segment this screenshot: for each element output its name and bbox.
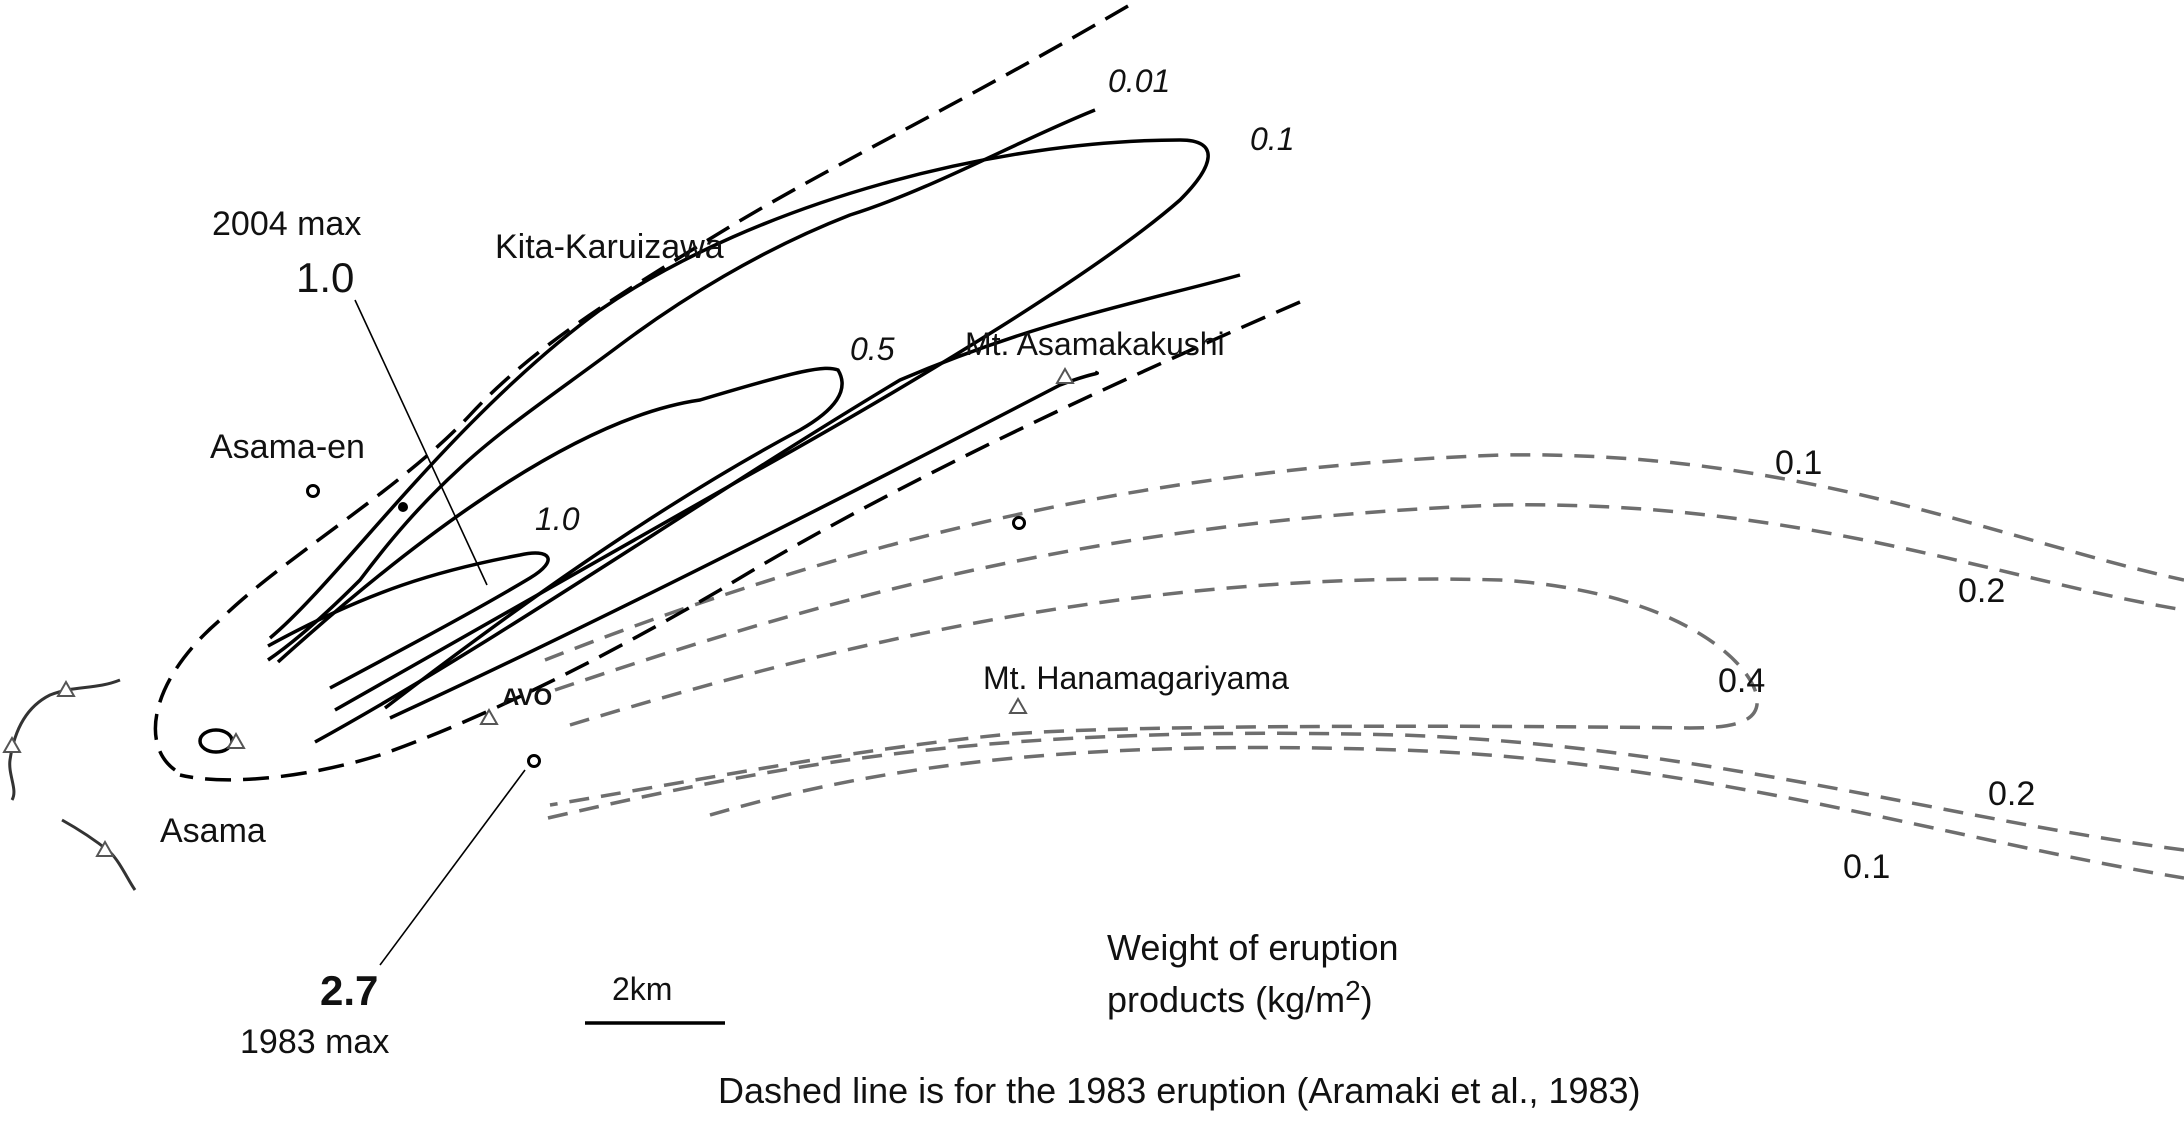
contours-2004 — [153, 4, 1301, 782]
peak-markers — [2, 366, 1075, 857]
contour-1983-label-0.2-lower: 0.2 — [1988, 775, 2035, 813]
max-1983-leader-line — [379, 769, 526, 966]
mt-hanamagariyama-peak-icon — [1008, 696, 1028, 714]
contour-2004-0.01 — [267, 108, 1096, 662]
max-1983-value: 2.7 — [320, 967, 378, 1014]
asama-peak-icon — [226, 731, 246, 749]
contour-1983-label-0.1-upper: 0.1 — [1775, 444, 1822, 482]
contour-2004-lower-1 — [314, 273, 1241, 744]
place-mt-asamakakushi: Mt. Asamakakushi — [965, 326, 1225, 362]
scale-bar-label: 2km — [612, 971, 672, 1007]
peak-triangle-icon — [56, 679, 76, 697]
place-mt-hanamagariyama: Mt. Hanamagariyama — [983, 660, 1289, 696]
legend-units-superscript: 2 — [1345, 975, 1361, 1006]
contour-1983-label-0.4: 0.4 — [1718, 662, 1765, 700]
avo-peak-icon — [479, 707, 499, 725]
max-1983-caption: 1983 max — [240, 1023, 389, 1061]
asama-en-site-icon — [306, 484, 320, 498]
place-asama: Asama — [160, 812, 266, 850]
peak-triangle-icon — [95, 839, 115, 857]
max-2004-value: 1.0 — [296, 254, 354, 301]
contour-label-1.0: 1.0 — [535, 501, 580, 537]
contour-2004-0.01-lower-dashed — [179, 300, 1301, 782]
max-2004-caption: 2004 max — [212, 205, 361, 243]
site-circle-icon — [527, 754, 541, 768]
ridge-west — [8, 678, 121, 801]
contour-label-0.01: 0.01 — [1108, 63, 1170, 99]
contour-1983-label-0.1-lower: 0.1 — [1843, 848, 1890, 886]
contour-label-0.1: 0.1 — [1250, 121, 1294, 157]
mt-asamakakushi-peak-icon — [1055, 366, 1075, 384]
place-asama-en: Asama-en — [210, 428, 365, 466]
contour-2004-1.0 — [267, 551, 550, 690]
footnote: Dashed line is for the 1983 eruption (Ar… — [718, 1070, 1641, 1111]
contour-1983-0.2-lower — [547, 731, 2184, 852]
ridge-lines — [8, 678, 137, 891]
peak-triangle-icon — [2, 735, 22, 753]
contours-1983 — [544, 453, 2184, 880]
contour-2004-0.5 — [276, 366, 844, 710]
contour-2004-lower-2 — [389, 370, 1100, 720]
max-2004-leader-line — [354, 299, 488, 586]
legend-line-1: Weight of eruption — [1107, 927, 1399, 968]
legend-units-suffix: ) — [1361, 979, 1373, 1020]
contour-2004-0.01-upper-dashed — [153, 4, 1129, 772]
contour-label-0.5: 0.5 — [850, 331, 895, 367]
place-kita-karuizawa: Kita-Karuizawa — [495, 228, 724, 266]
contour-1983-0.1-lower — [709, 745, 2184, 880]
kita-karuizawa-point-icon — [398, 502, 408, 512]
legend-units-prefix: products (kg/m — [1107, 979, 1345, 1020]
site-circle-icon — [1012, 516, 1026, 530]
contour-1983-0.4-core — [549, 577, 1759, 807]
contour-1983-label-0.2-upper: 0.2 — [1958, 572, 2005, 610]
site-markers — [306, 484, 1026, 768]
contour-2004-0.1 — [268, 138, 1210, 712]
place-avo: AVO — [502, 684, 552, 711]
legend-line-2: products (kg/m2) — [1107, 975, 1373, 1020]
contour-1983-0.2-upper — [554, 503, 2184, 692]
